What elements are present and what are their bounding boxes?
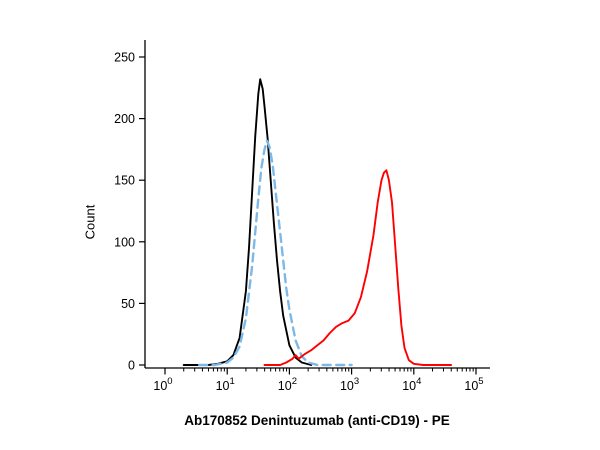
x-tick-label: 101 <box>216 376 235 393</box>
series-blue-dashed-curve <box>197 139 353 367</box>
y-tick-label: 50 <box>121 297 135 311</box>
y-tick-label: 150 <box>114 174 135 188</box>
x-axis-label: Ab170852 Denintuzumab (anti-CD19) - PE <box>184 413 450 428</box>
y-tick-label: 250 <box>114 51 135 65</box>
series-black-solid-curve <box>182 78 313 366</box>
y-axis-label: Count <box>82 204 98 240</box>
x-tick-label: 103 <box>340 376 359 393</box>
y-tick-label: 100 <box>114 235 135 249</box>
axes <box>144 40 490 369</box>
y-tick-label: 200 <box>114 112 135 126</box>
x-tick-label: 104 <box>402 376 421 393</box>
y-tick-label: 0 <box>128 359 135 373</box>
x-axis-ticks: 100 101 102 103 104 105 <box>153 368 484 393</box>
x-tick-label: 100 <box>153 376 172 393</box>
series-red-solid-curve <box>263 169 453 366</box>
y-axis-ticks: 0 50 100 150 200 250 <box>114 51 145 373</box>
x-tick-label: 105 <box>464 376 483 393</box>
x-tick-label: 102 <box>278 376 297 393</box>
x-axis-minor-ticks <box>183 368 474 372</box>
